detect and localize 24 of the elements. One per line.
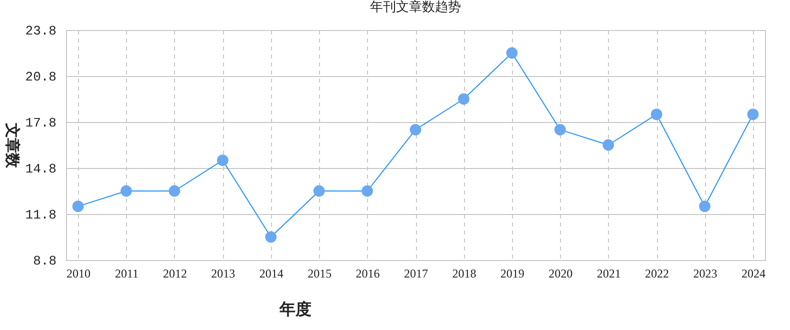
y-tick-label: 20.8 — [25, 70, 56, 84]
y-axis-title: 文章数 — [4, 122, 22, 169]
x-tick-label: 2022 — [645, 266, 670, 280]
chart-title: 年刊文章数趋势 — [370, 0, 461, 14]
x-tick-label: 2016 — [356, 266, 380, 280]
x-tick-label: 2014 — [259, 266, 284, 280]
y-tick-label: 11.8 — [25, 208, 56, 222]
x-tick-label: 2015 — [308, 266, 332, 280]
x-axis-title: 年度 — [278, 300, 312, 318]
x-tick-label: 2023 — [693, 266, 718, 280]
x-tick-label: 2020 — [548, 266, 573, 280]
x-tick-label: 2010 — [66, 266, 91, 280]
x-tick-label: 2024 — [741, 266, 766, 280]
y-tick-label: 17.8 — [25, 116, 56, 130]
y-tick-label: 8.8 — [33, 254, 56, 268]
x-tick-label: 2019 — [500, 266, 524, 280]
y-tick-label: 23.8 — [25, 24, 56, 38]
y-tick-label: 14.8 — [25, 162, 56, 176]
x-tick-label: 2021 — [596, 266, 621, 280]
x-tick-label: 2012 — [162, 266, 187, 280]
x-tick-label: 2011 — [114, 266, 139, 280]
x-tick-label: 2017 — [404, 266, 428, 280]
x-tick-label: 2013 — [211, 266, 236, 280]
x-tick-label: 2018 — [452, 266, 476, 280]
